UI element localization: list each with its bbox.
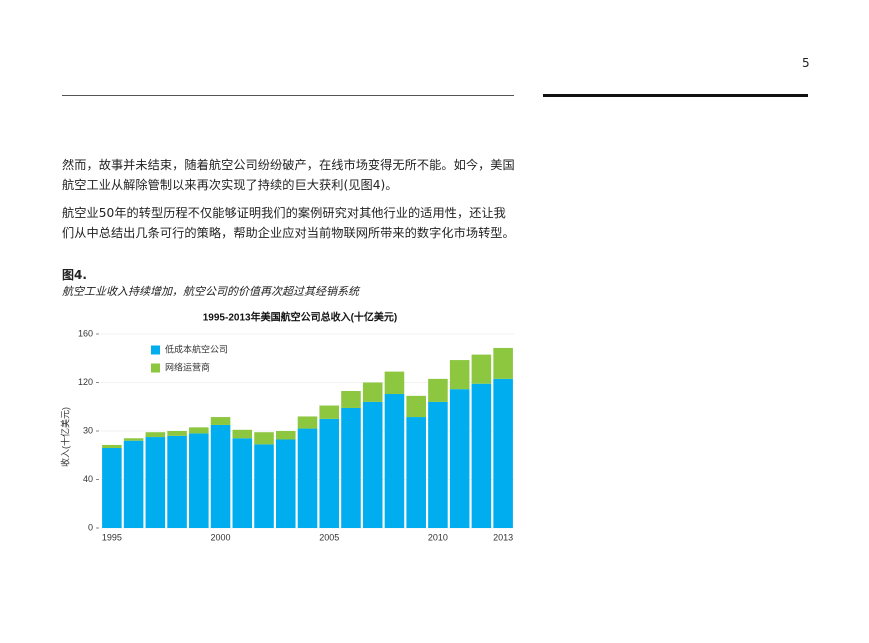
bar-segment bbox=[428, 401, 448, 528]
figure-label: 图4. bbox=[62, 268, 87, 282]
bar-segment bbox=[254, 444, 274, 528]
bar-segment bbox=[362, 382, 383, 402]
bar-segment bbox=[471, 383, 492, 528]
rule bbox=[62, 95, 514, 96]
legend-swatch bbox=[151, 345, 160, 355]
bar-segment bbox=[297, 416, 318, 429]
y-tick-label: 30 bbox=[83, 425, 93, 435]
text-line: 们从中总结出几条可行的策略，帮助企业应对当前物联网所带来的数字化市场转型。 bbox=[62, 226, 515, 240]
bar-segment bbox=[341, 407, 361, 528]
paragraph: 航空业50年的转型历程不仅能够证明我们的案例研究对其他行业的适用性，还让我 们从… bbox=[62, 203, 515, 243]
bar-segment bbox=[406, 417, 426, 528]
bar-segment bbox=[210, 417, 231, 425]
rule-thick bbox=[543, 94, 808, 97]
bar-segment bbox=[167, 435, 187, 528]
bar-segment bbox=[493, 378, 513, 528]
bar-segment bbox=[449, 360, 470, 390]
bar-segment bbox=[145, 437, 166, 528]
bar-segment bbox=[232, 438, 253, 528]
bar-segment bbox=[471, 354, 492, 384]
bar-segment bbox=[319, 418, 340, 528]
legend-label: 网络运营商 bbox=[165, 361, 210, 372]
x-tick-label: 2013 bbox=[493, 532, 513, 542]
bar-segment bbox=[189, 433, 209, 528]
bar-segment bbox=[384, 371, 405, 395]
bar-segment bbox=[102, 444, 122, 448]
bar-segment bbox=[297, 428, 318, 528]
bar-segment bbox=[275, 439, 296, 528]
bar-segment bbox=[123, 438, 144, 441]
bar-segment bbox=[449, 389, 470, 528]
bar-segment bbox=[319, 405, 340, 419]
bar-segment bbox=[275, 431, 296, 440]
chart-title: 1995-2013年美国航空公司总收入(十亿美元) bbox=[203, 311, 397, 324]
bar-segment bbox=[362, 401, 383, 528]
bar-segment bbox=[384, 394, 405, 528]
bar-segment bbox=[145, 432, 166, 438]
bar-segment bbox=[341, 390, 361, 408]
y-tick-label: 120 bbox=[78, 377, 93, 387]
y-tick-label: 160 bbox=[78, 328, 93, 338]
bar-segment bbox=[210, 424, 231, 528]
bar-segment bbox=[232, 429, 253, 439]
x-tick-label: 1995 bbox=[102, 532, 122, 542]
legend-swatch bbox=[151, 363, 160, 373]
bar-segment bbox=[493, 347, 513, 379]
text-line: 航空工业从解除管制以来再次实现了持续的巨大获利(见图4)。 bbox=[62, 178, 398, 192]
paragraph: 然而，故事并未结束，随着航空公司纷纷破产，在线市场变得无所不能。如今，美国 航空… bbox=[62, 155, 515, 195]
bar-segment bbox=[102, 447, 122, 528]
text-line: 航空业50年的转型历程不仅能够证明我们的案例研究对其他行业的适用性，还让我 bbox=[62, 206, 506, 220]
page-number: 5 bbox=[802, 56, 810, 70]
bar-segment bbox=[189, 427, 209, 434]
x-tick-label: 2000 bbox=[211, 532, 231, 542]
figure-caption: 航空工业收入持续增加，航空公司的价值再次超过其经销系统 bbox=[62, 285, 359, 298]
bar-segment bbox=[406, 395, 426, 418]
text-line: 然而，故事并未结束，随着航空公司纷纷破产，在线市场变得无所不能。如今，美国 bbox=[62, 158, 515, 172]
legend-label: 低成本航空公司 bbox=[165, 343, 228, 354]
bar-segment bbox=[254, 432, 274, 445]
bar-segment bbox=[428, 378, 448, 402]
y-axis-label: 收入(十亿美元) bbox=[59, 407, 70, 467]
x-tick-label: 2005 bbox=[319, 532, 339, 542]
y-tick-label: 0 bbox=[88, 522, 93, 532]
x-tick-label: 2010 bbox=[428, 532, 448, 542]
bar-segment bbox=[167, 431, 187, 436]
y-tick-label: 40 bbox=[83, 474, 93, 484]
bar-segment bbox=[123, 440, 144, 528]
